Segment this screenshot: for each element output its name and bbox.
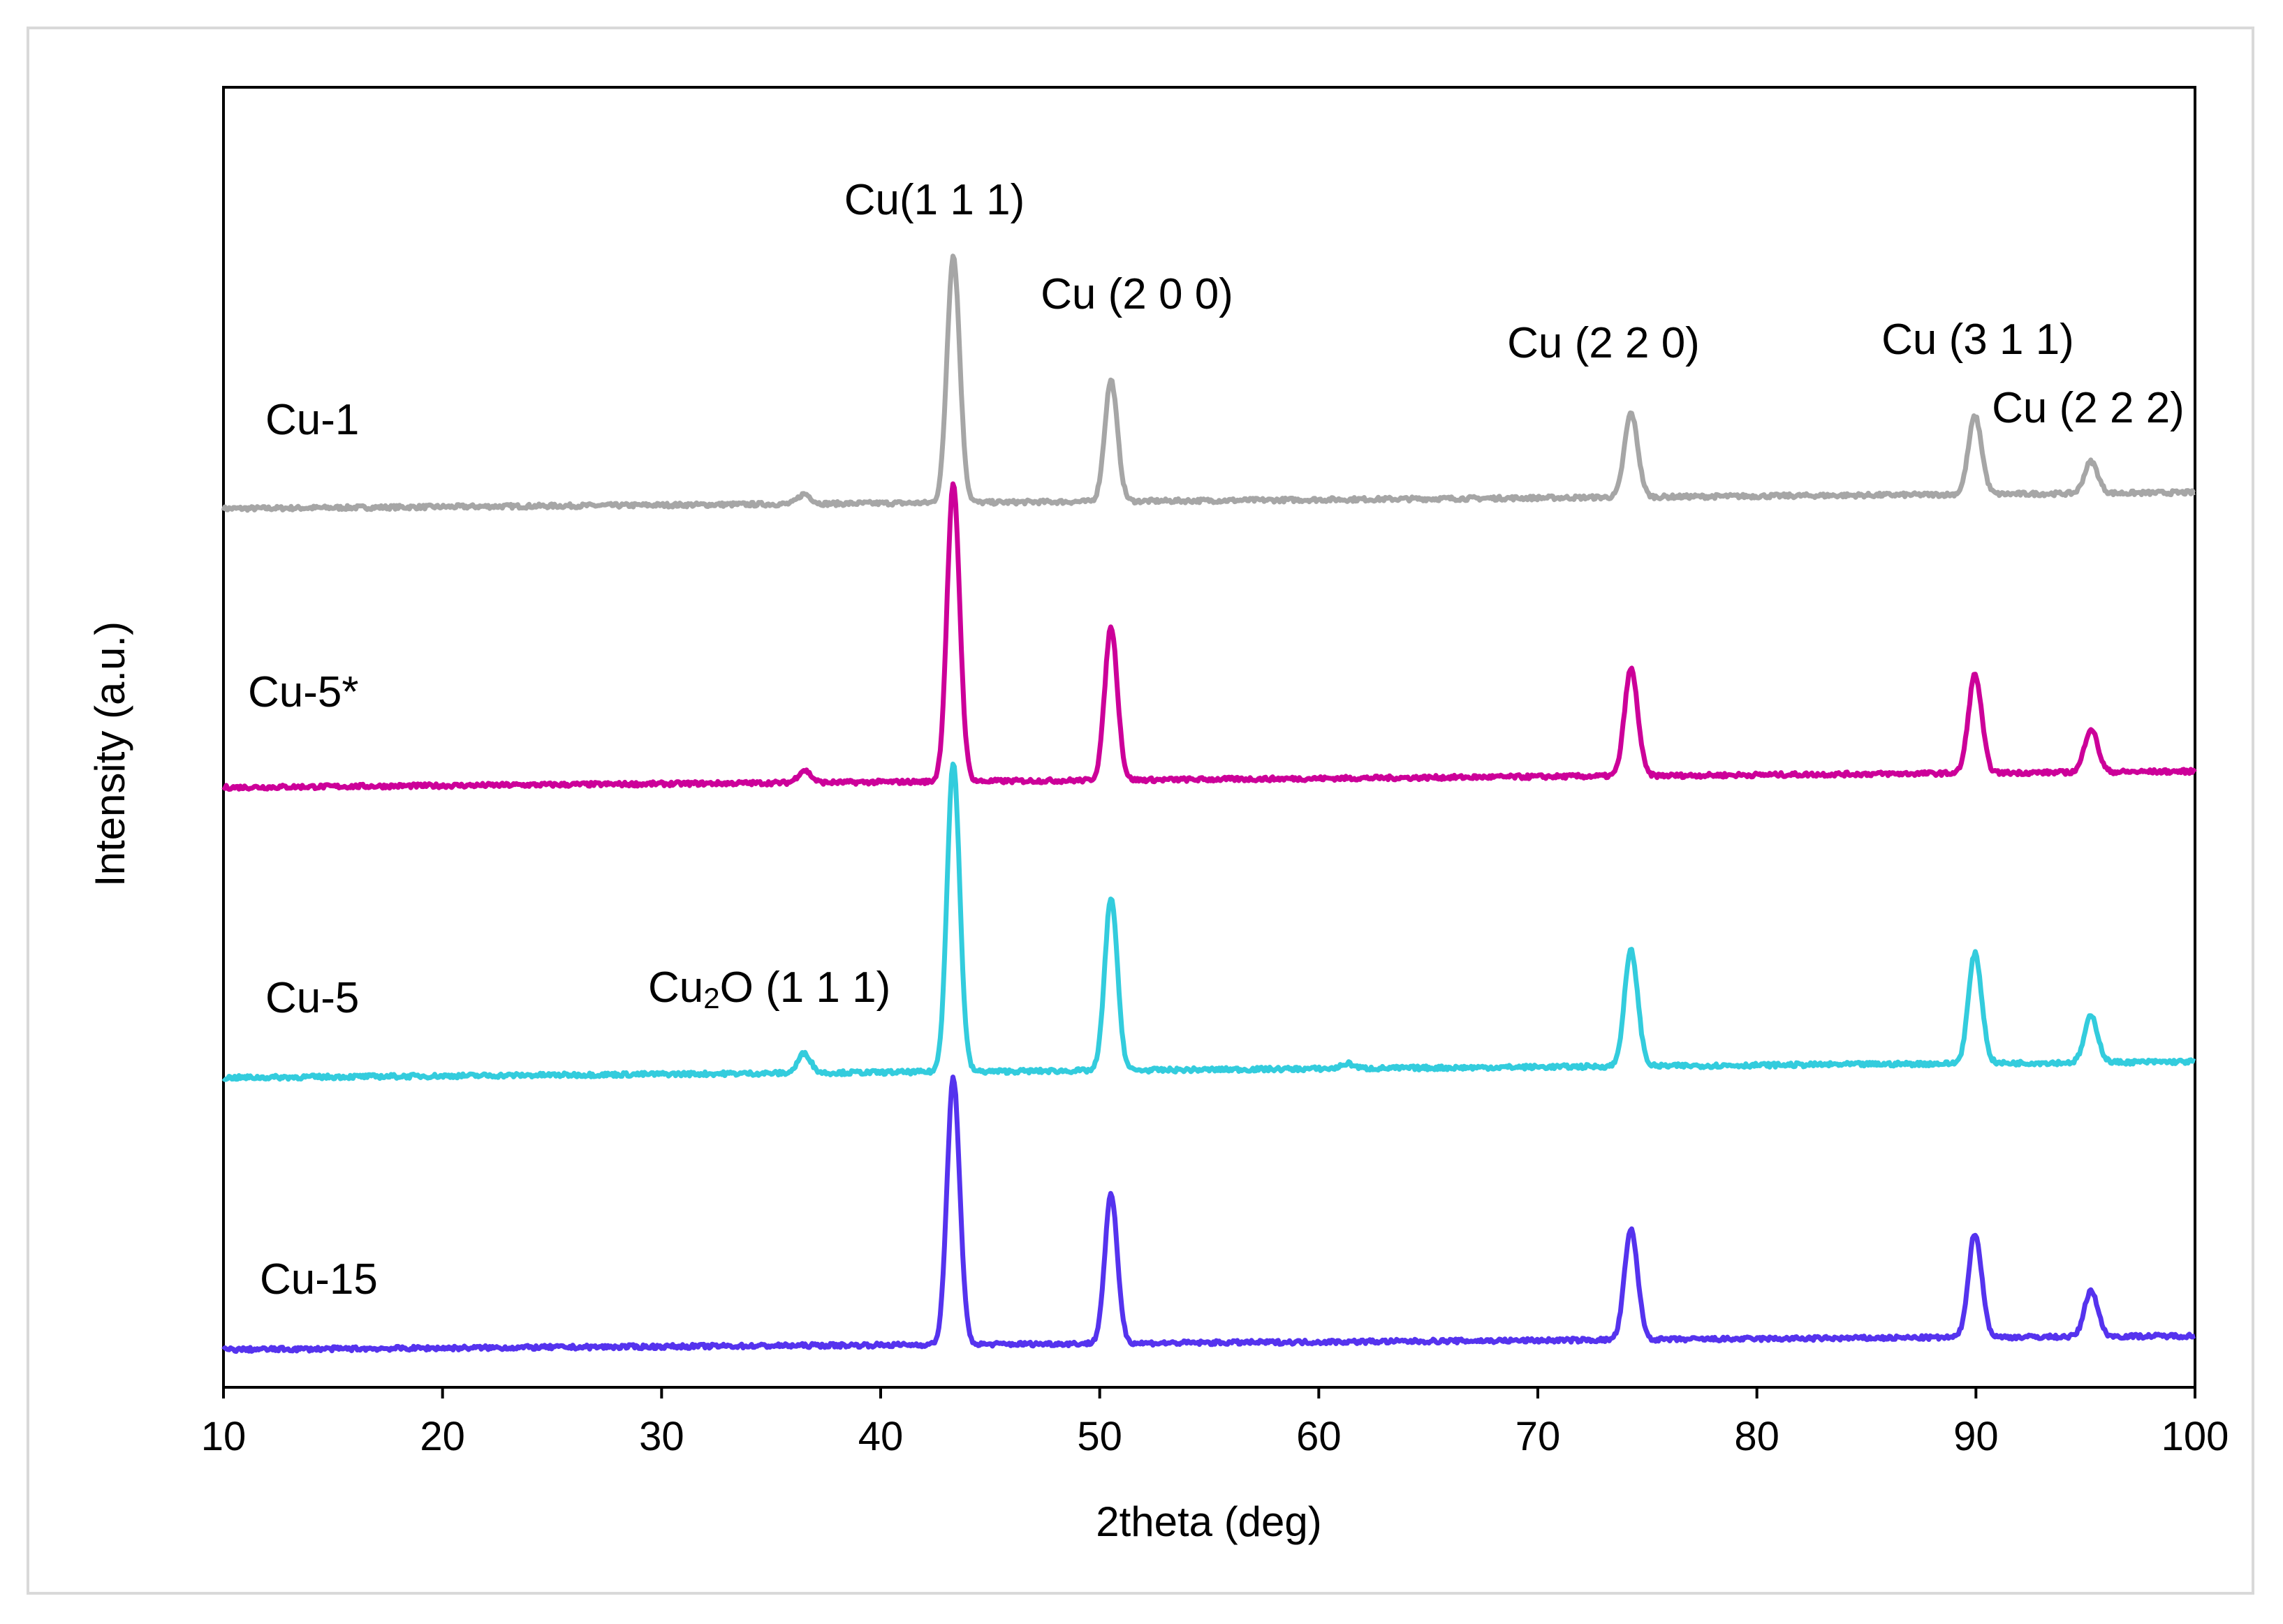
peak-label-cu-311: Cu (3 1 1) — [1881, 316, 2074, 364]
series-line-cu-15 — [221, 1075, 2196, 1354]
x-tick-label: 100 — [2161, 1414, 2229, 1459]
series-line-cu-5 — [221, 761, 2196, 1082]
x-axis-title: 2theta (deg) — [1096, 1498, 1322, 1545]
series-line-cu-5 — [221, 481, 2197, 792]
series-line-cu-1 — [221, 253, 2196, 513]
x-tick-label: 80 — [1734, 1414, 1779, 1459]
x-tick-label: 30 — [639, 1414, 684, 1459]
x-tick-label: 90 — [1953, 1414, 1999, 1459]
x-tick-label: 10 — [201, 1414, 247, 1459]
peak-label-cu2o-subscript: 2 — [703, 982, 719, 1014]
peak-label-cu-200: Cu (2 0 0) — [1041, 270, 1233, 318]
plot-area — [222, 86, 2196, 1389]
x-tick-label: 50 — [1077, 1414, 1122, 1459]
peak-label-cu2o-suffix: O (1 1 1) — [720, 964, 891, 1012]
x-tick-label: 60 — [1296, 1414, 1342, 1459]
peak-label-cu-222: Cu (2 2 2) — [1992, 384, 2185, 432]
x-axis: 10 20 30 40 50 60 70 80 90 100 — [201, 1387, 2229, 1459]
y-axis-title: Intensity (a.u.) — [87, 621, 133, 887]
x-tick-label: 20 — [420, 1414, 465, 1459]
series-label-cu-15: Cu-15 — [260, 1255, 378, 1304]
series-label-cu-1: Cu-1 — [265, 396, 359, 444]
series-group — [221, 253, 2197, 1354]
peak-label-cu-220: Cu (2 2 0) — [1507, 319, 1700, 367]
x-tick-label: 40 — [858, 1414, 904, 1459]
x-tick-label: 70 — [1515, 1414, 1561, 1459]
series-label-cu-5-star: Cu-5* — [248, 668, 359, 716]
peak-label-cu2o-prefix: Cu — [648, 964, 703, 1012]
chart-frame — [27, 27, 2254, 1595]
peak-label-cu2o-111: Cu2O (1 1 1) — [648, 964, 890, 1014]
peak-label-cu-111: Cu(1 1 1) — [844, 176, 1025, 224]
series-label-cu-5: Cu-5 — [265, 974, 359, 1022]
